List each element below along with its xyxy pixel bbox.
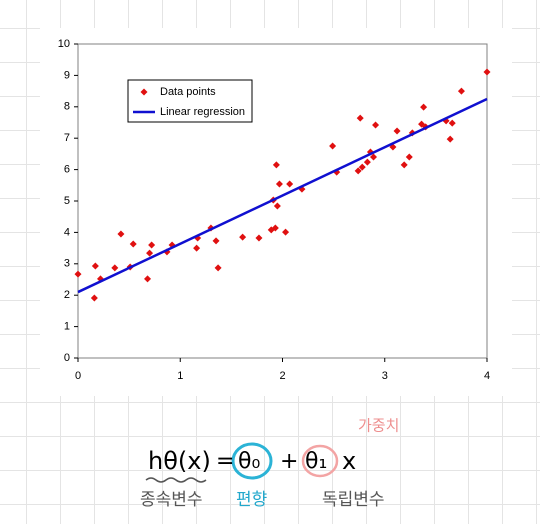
data-point: [193, 244, 201, 252]
weight-circle: [301, 444, 339, 478]
data-point: [370, 153, 378, 161]
data-point: [74, 270, 82, 278]
data-point: [372, 121, 380, 129]
data-point: [148, 241, 156, 249]
x-tick-label: 4: [484, 370, 490, 382]
data-point: [356, 114, 364, 122]
x-tick-label: 3: [382, 370, 388, 382]
data-point: [286, 180, 294, 188]
data-point: [146, 249, 154, 257]
data-point: [457, 87, 465, 95]
data-point: [354, 167, 362, 175]
independent-label: 독립변수: [322, 490, 385, 510]
data-point: [90, 294, 98, 302]
data-point: [117, 230, 125, 238]
legend-swatch: [140, 88, 148, 96]
y-tick-label: 1: [64, 321, 70, 333]
data-point: [272, 161, 280, 169]
formula-x: x: [342, 447, 356, 475]
data-point: [239, 233, 247, 241]
data-point: [448, 119, 456, 127]
data-point: [400, 161, 408, 169]
y-tick-label: 7: [64, 132, 70, 144]
y-tick-label: 10: [58, 38, 70, 50]
data-point: [273, 202, 281, 210]
data-point: [91, 262, 99, 270]
formula-plus: +: [280, 449, 298, 474]
y-tick-label: 5: [64, 195, 70, 207]
data-point: [255, 234, 263, 242]
data-point: [275, 180, 283, 188]
x-tick-label: 1: [177, 370, 183, 382]
data-point: [282, 228, 290, 236]
data-point: [111, 264, 119, 272]
legend: Data points Linear regression: [127, 79, 253, 123]
plot: 0 1 2 3 4 5 6 7 8 9 10 0 1 2 3 4: [58, 38, 491, 382]
data-point: [483, 68, 491, 76]
y-tick-label: 2: [64, 289, 70, 301]
data-point: [358, 163, 366, 171]
legend-label: Data points: [160, 86, 216, 98]
y-tick-label: 6: [64, 164, 70, 176]
y-tick-label: 0: [64, 352, 70, 364]
formula-theta0: θ₀: [238, 449, 260, 474]
data-point: [329, 142, 337, 150]
data-point: [405, 153, 413, 161]
x-tick-label: 0: [75, 370, 81, 382]
regression-line: [77, 97, 488, 294]
legend-label: Linear regression: [160, 106, 245, 118]
data-point: [212, 237, 220, 245]
data-point: [271, 224, 279, 232]
formula-theta1: θ₁: [305, 449, 327, 474]
x-tick-label: 2: [279, 370, 285, 382]
data-point: [420, 103, 428, 111]
data-point: [129, 240, 137, 248]
data-point: [446, 135, 454, 143]
data-point: [144, 275, 152, 283]
data-point: [393, 127, 401, 135]
y-tick-label: 4: [64, 226, 70, 238]
annotations: hθ(x) = θ₀ + θ₁ x 가중치 종속변수 편향 독립변수: [140, 417, 399, 511]
dependent-label: 종속변수: [140, 490, 203, 510]
weight-label: 가중치: [358, 417, 399, 435]
data-point: [363, 158, 371, 166]
y-tick-label: 8: [64, 101, 70, 113]
underline: [145, 477, 207, 483]
y-tick-label: 9: [64, 69, 70, 81]
y-tick-label: 3: [64, 258, 70, 270]
bias-label: 편향: [236, 490, 267, 510]
data-point: [214, 264, 222, 272]
formula-h: hθ(x): [148, 447, 211, 475]
bias-circle: [231, 442, 273, 480]
legend-box: [127, 79, 253, 123]
formula-equals: =: [216, 449, 234, 474]
